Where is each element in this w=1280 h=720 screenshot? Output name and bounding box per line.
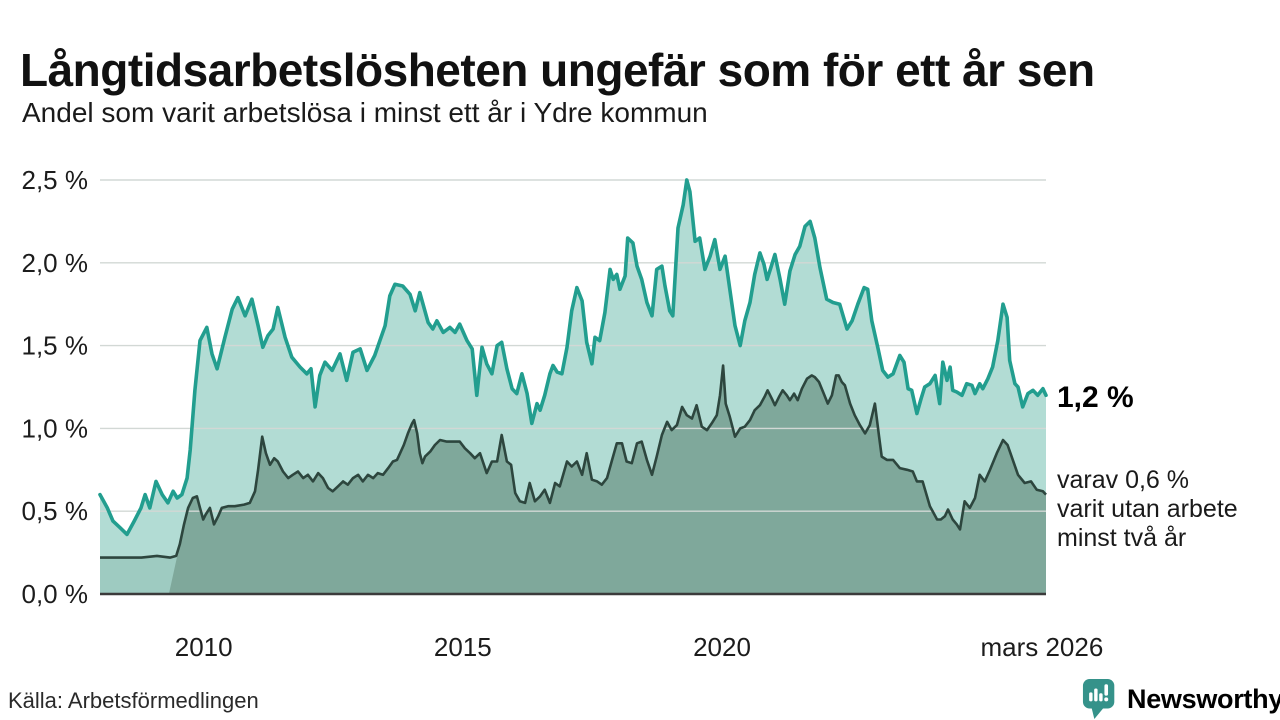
- newsworthy-logo: Newsworthy: [1082, 678, 1280, 720]
- x-tick-label: mars 2026: [980, 632, 1103, 662]
- line-unemployed-2yr: [100, 364, 1047, 559]
- chart-subtitle: Andel som varit arbetslösa i minst ett å…: [22, 97, 708, 128]
- y-tick-label: 0,5 %: [22, 496, 89, 526]
- end-value-label-2yr-line3: minst två år: [1057, 524, 1187, 552]
- x-tick-label: 2015: [434, 632, 492, 662]
- brand-wordmark: Newsworthy: [1127, 683, 1280, 714]
- bar-chart-pin-icon: [1082, 678, 1120, 720]
- y-tick-label: 0,0 %: [22, 579, 89, 609]
- area-unemployed-2yr: [168, 365, 1046, 594]
- y-tick-label: 2,0 %: [22, 248, 89, 278]
- end-value-label-2yr: varav 0,6 % varit utan arbete minst två …: [1057, 466, 1238, 553]
- end-value-label-2yr-line1: varav 0,6 %: [1057, 466, 1190, 494]
- y-tick-label: 2,5 %: [22, 165, 89, 195]
- source-note: Källa: Arbetsförmedlingen: [8, 688, 259, 713]
- y-tick-label: 1,5 %: [22, 331, 89, 361]
- page-title: Långtidsarbetslösheten ungefär som för e…: [20, 43, 1095, 96]
- line-unemployed-1yr: [98, 178, 1048, 537]
- end-value-label-1yr: 1,2 %: [1057, 381, 1134, 414]
- x-tick-label: 2010: [175, 632, 233, 662]
- y-tick-label: 1,0 %: [22, 413, 89, 443]
- x-tick-label: 2020: [693, 632, 751, 662]
- end-value-label-2yr-line2: varit utan arbete: [1057, 495, 1238, 523]
